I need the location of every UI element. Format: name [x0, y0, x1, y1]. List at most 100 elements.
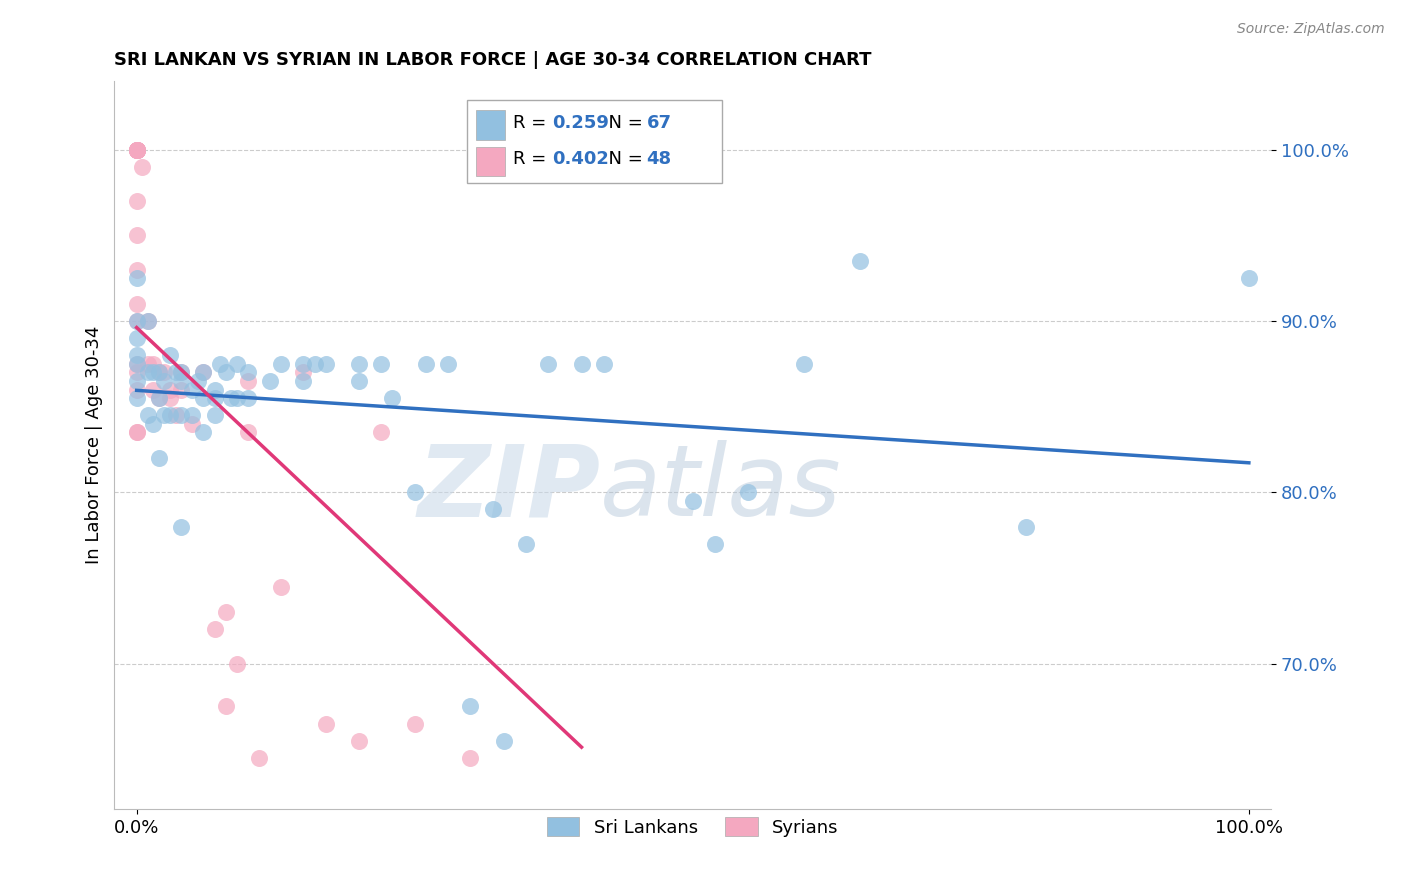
Point [204, 383, 226, 397]
Point [165, 409, 187, 423]
Point [236, 391, 259, 405]
Point [148, 391, 170, 405]
Point [193, 391, 215, 405]
Point [125, 194, 148, 209]
Point [153, 374, 176, 388]
Point [193, 366, 215, 380]
Point [125, 143, 148, 157]
Point [125, 228, 148, 243]
Point [592, 357, 614, 371]
Point [204, 391, 226, 405]
Point [125, 143, 148, 157]
Point [204, 409, 226, 423]
Point [219, 391, 242, 405]
Text: 67: 67 [647, 114, 672, 132]
Point [214, 699, 236, 714]
Text: atlas: atlas [600, 441, 842, 537]
Point [170, 409, 193, 423]
Point [236, 366, 259, 380]
Point [148, 366, 170, 380]
Text: SRI LANKAN VS SYRIAN IN LABOR FORCE | AGE 30-34 CORRELATION CHART: SRI LANKAN VS SYRIAN IN LABOR FORCE | AG… [114, 51, 872, 69]
Point [136, 357, 159, 371]
Point [125, 271, 148, 285]
Point [125, 383, 148, 397]
Point [125, 357, 148, 371]
Point [848, 254, 870, 268]
Point [214, 605, 236, 619]
Point [125, 357, 148, 371]
Point [381, 391, 404, 405]
Text: 0.402: 0.402 [551, 150, 609, 169]
Point [270, 580, 292, 594]
Point [793, 357, 815, 371]
Bar [477, 147, 505, 176]
Point [125, 143, 148, 157]
Point [704, 537, 727, 551]
Point [153, 366, 176, 380]
Point [125, 314, 148, 328]
Point [125, 314, 148, 328]
Point [181, 417, 204, 431]
Point [347, 374, 370, 388]
Point [259, 374, 281, 388]
Point [225, 657, 247, 671]
Point [125, 331, 148, 345]
Point [125, 143, 148, 157]
Point [204, 623, 226, 637]
Bar [467, 100, 721, 183]
Point [148, 391, 170, 405]
Point [125, 374, 148, 388]
Point [159, 391, 181, 405]
Point [181, 409, 204, 423]
Text: N =: N = [596, 150, 648, 169]
Point [415, 357, 437, 371]
Point [1237, 271, 1260, 285]
Point [148, 366, 170, 380]
Point [125, 425, 148, 440]
Point [370, 357, 392, 371]
Point [170, 383, 193, 397]
Point [136, 409, 159, 423]
Point [270, 357, 292, 371]
Point [136, 314, 159, 328]
Point [125, 143, 148, 157]
Point [315, 357, 337, 371]
Text: Source: ZipAtlas.com: Source: ZipAtlas.com [1237, 22, 1385, 37]
Point [404, 716, 426, 731]
Text: R =: R = [513, 150, 553, 169]
Point [292, 357, 315, 371]
Point [193, 425, 215, 440]
Point [537, 357, 560, 371]
Point [209, 357, 232, 371]
Point [125, 143, 148, 157]
Point [125, 391, 148, 405]
Point [214, 366, 236, 380]
Point [682, 494, 704, 508]
Point [292, 374, 315, 388]
Point [460, 751, 482, 765]
Point [492, 733, 515, 747]
Point [225, 357, 247, 371]
Point [165, 366, 187, 380]
Point [153, 409, 176, 423]
Text: ZIP: ZIP [418, 441, 600, 537]
Point [515, 537, 537, 551]
Point [170, 519, 193, 533]
Point [460, 699, 482, 714]
Point [142, 366, 165, 380]
Point [247, 751, 270, 765]
Point [1015, 519, 1038, 533]
Point [347, 357, 370, 371]
Point [236, 425, 259, 440]
Point [125, 297, 148, 311]
Point [170, 374, 193, 388]
Legend: Sri Lankans, Syrians: Sri Lankans, Syrians [540, 810, 846, 844]
Point [225, 391, 247, 405]
Point [404, 485, 426, 500]
Text: 48: 48 [647, 150, 672, 169]
Point [571, 357, 593, 371]
Point [481, 502, 503, 516]
Point [136, 314, 159, 328]
Point [193, 366, 215, 380]
Point [125, 348, 148, 362]
